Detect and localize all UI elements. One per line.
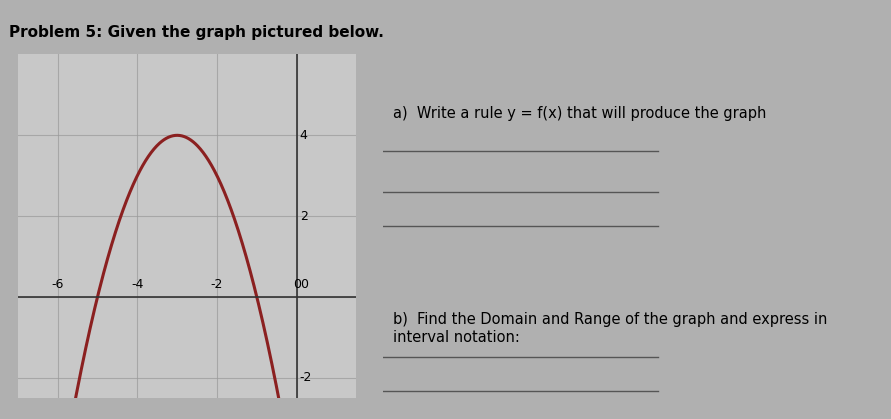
- Text: 0: 0: [300, 278, 307, 291]
- Text: 0: 0: [292, 278, 300, 291]
- Text: 4: 4: [300, 129, 307, 142]
- Text: -6: -6: [52, 278, 64, 291]
- Text: b)  Find the Domain and Range of the graph and express in
interval notation:: b) Find the Domain and Range of the grap…: [393, 312, 828, 344]
- Text: Problem 5: Given the graph pictured below.: Problem 5: Given the graph pictured belo…: [9, 25, 384, 40]
- Text: -4: -4: [131, 278, 143, 291]
- Text: -2: -2: [300, 371, 312, 384]
- Text: a)  Write a rule y = f(x) that will produce the graph: a) Write a rule y = f(x) that will produ…: [393, 106, 766, 121]
- Text: -2: -2: [211, 278, 223, 291]
- Text: 2: 2: [300, 210, 307, 222]
